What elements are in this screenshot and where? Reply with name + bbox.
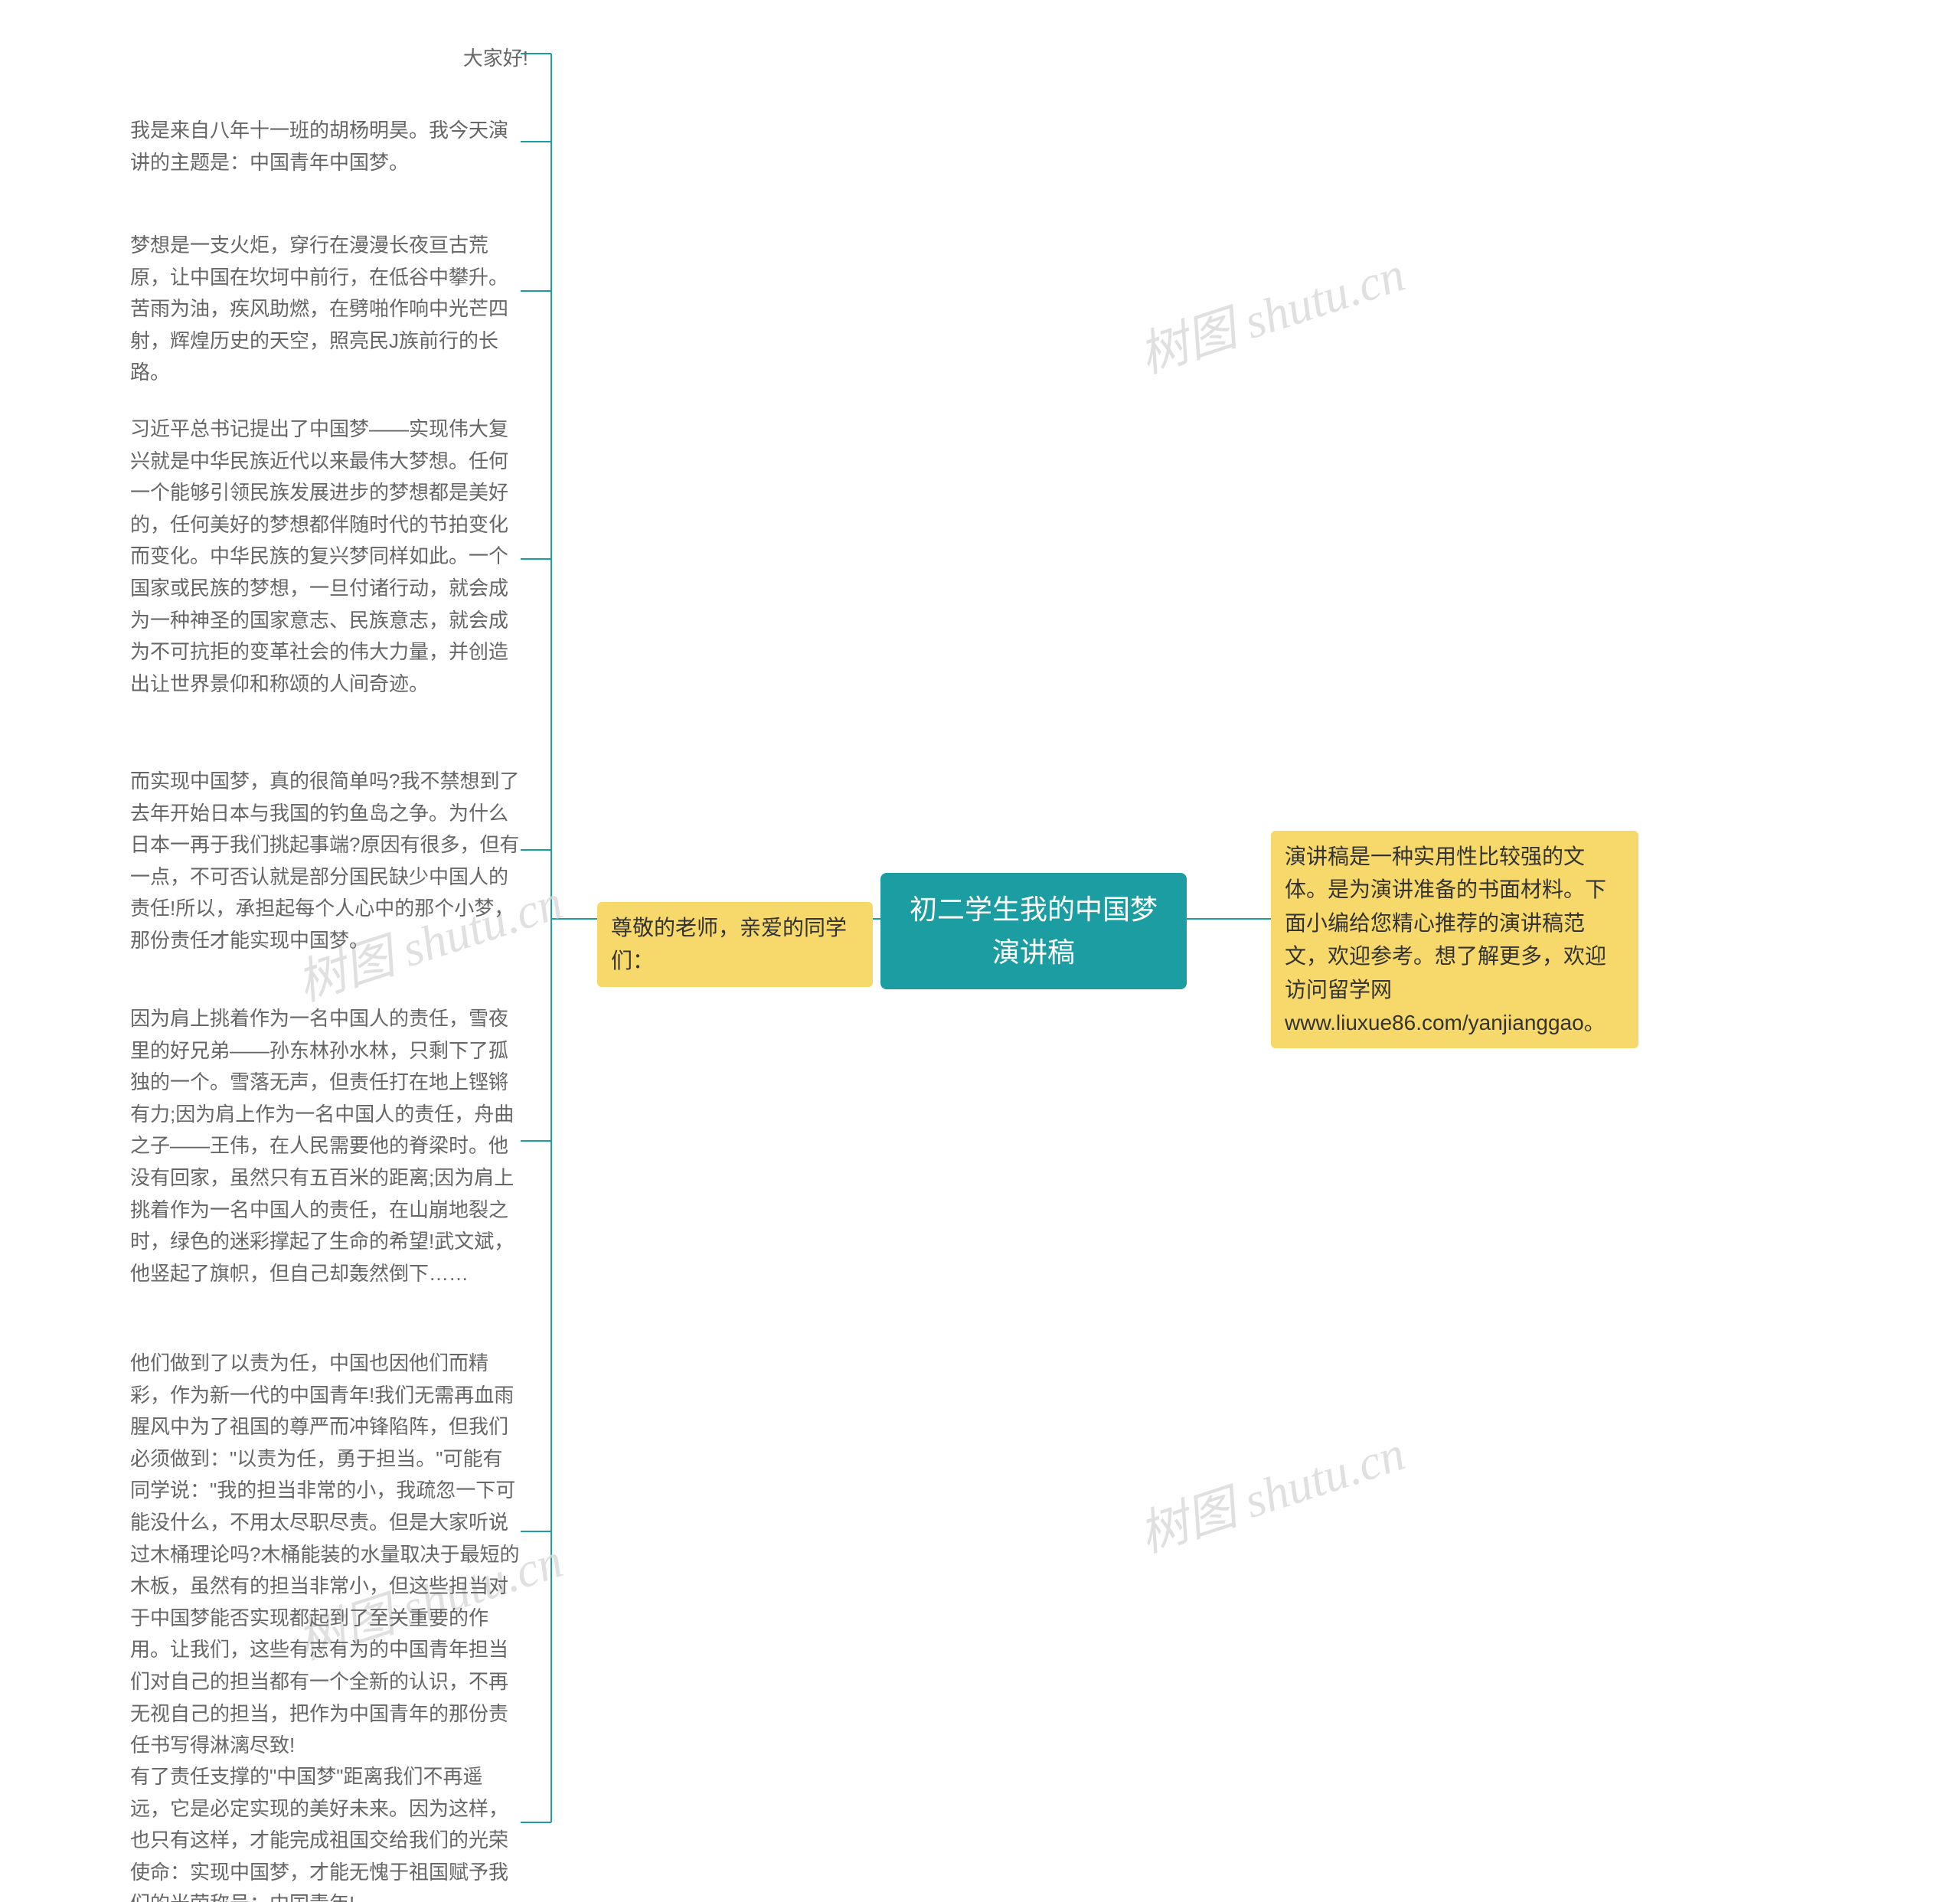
left-branch-greeting[interactable]: 尊敬的老师，亲爱的同学们： (597, 902, 873, 987)
leaf-paragraph-1[interactable]: 我是来自八年十一班的胡杨明昊。我今天演讲的主题是：中国青年中国梦。 (130, 115, 521, 178)
leaf-paragraph-2[interactable]: 梦想是一支火炬，穿行在漫漫长夜亘古荒原，让中国在坎坷中前行，在低谷中攀升。苦雨为… (130, 230, 521, 389)
mindmap-canvas: 树图 shutu.cn 树图 shutu.cn 树图 shutu.cn 树图 s… (0, 0, 1960, 1902)
leaf-paragraph-4[interactable]: 而实现中国梦，真的很简单吗?我不禁想到了去年开始日本与我国的钓鱼岛之争。为什么日… (130, 766, 521, 957)
leaf-paragraph-7[interactable]: 有了责任支撑的"中国梦"距离我们不再遥远，它是必定实现的美好未来。因为这样，也只… (130, 1761, 521, 1902)
watermark: 树图 shutu.cn (1129, 1414, 1413, 1566)
watermark: 树图 shutu.cn (1129, 235, 1413, 387)
leaf-paragraph-0[interactable]: 大家好! (375, 43, 528, 75)
leaf-paragraph-3[interactable]: 习近平总书记提出了中国梦——实现伟大复兴就是中华民族近代以来最伟大梦想。任何一个… (130, 413, 521, 700)
root-node[interactable]: 初二学生我的中国梦演讲稿 (880, 873, 1187, 989)
leaf-paragraph-6[interactable]: 他们做到了以责为任，中国也因他们而精彩，作为新一代的中国青年!我们无需再血雨腥风… (130, 1348, 521, 1762)
right-branch-intro[interactable]: 演讲稿是一种实用性比较强的文体。是为演讲准备的书面材料。下面小编给您精心推荐的演… (1271, 831, 1638, 1048)
leaf-paragraph-5[interactable]: 因为肩上挑着作为一名中国人的责任，雪夜里的好兄弟——孙东林孙水林，只剩下了孤独的… (130, 1003, 521, 1289)
